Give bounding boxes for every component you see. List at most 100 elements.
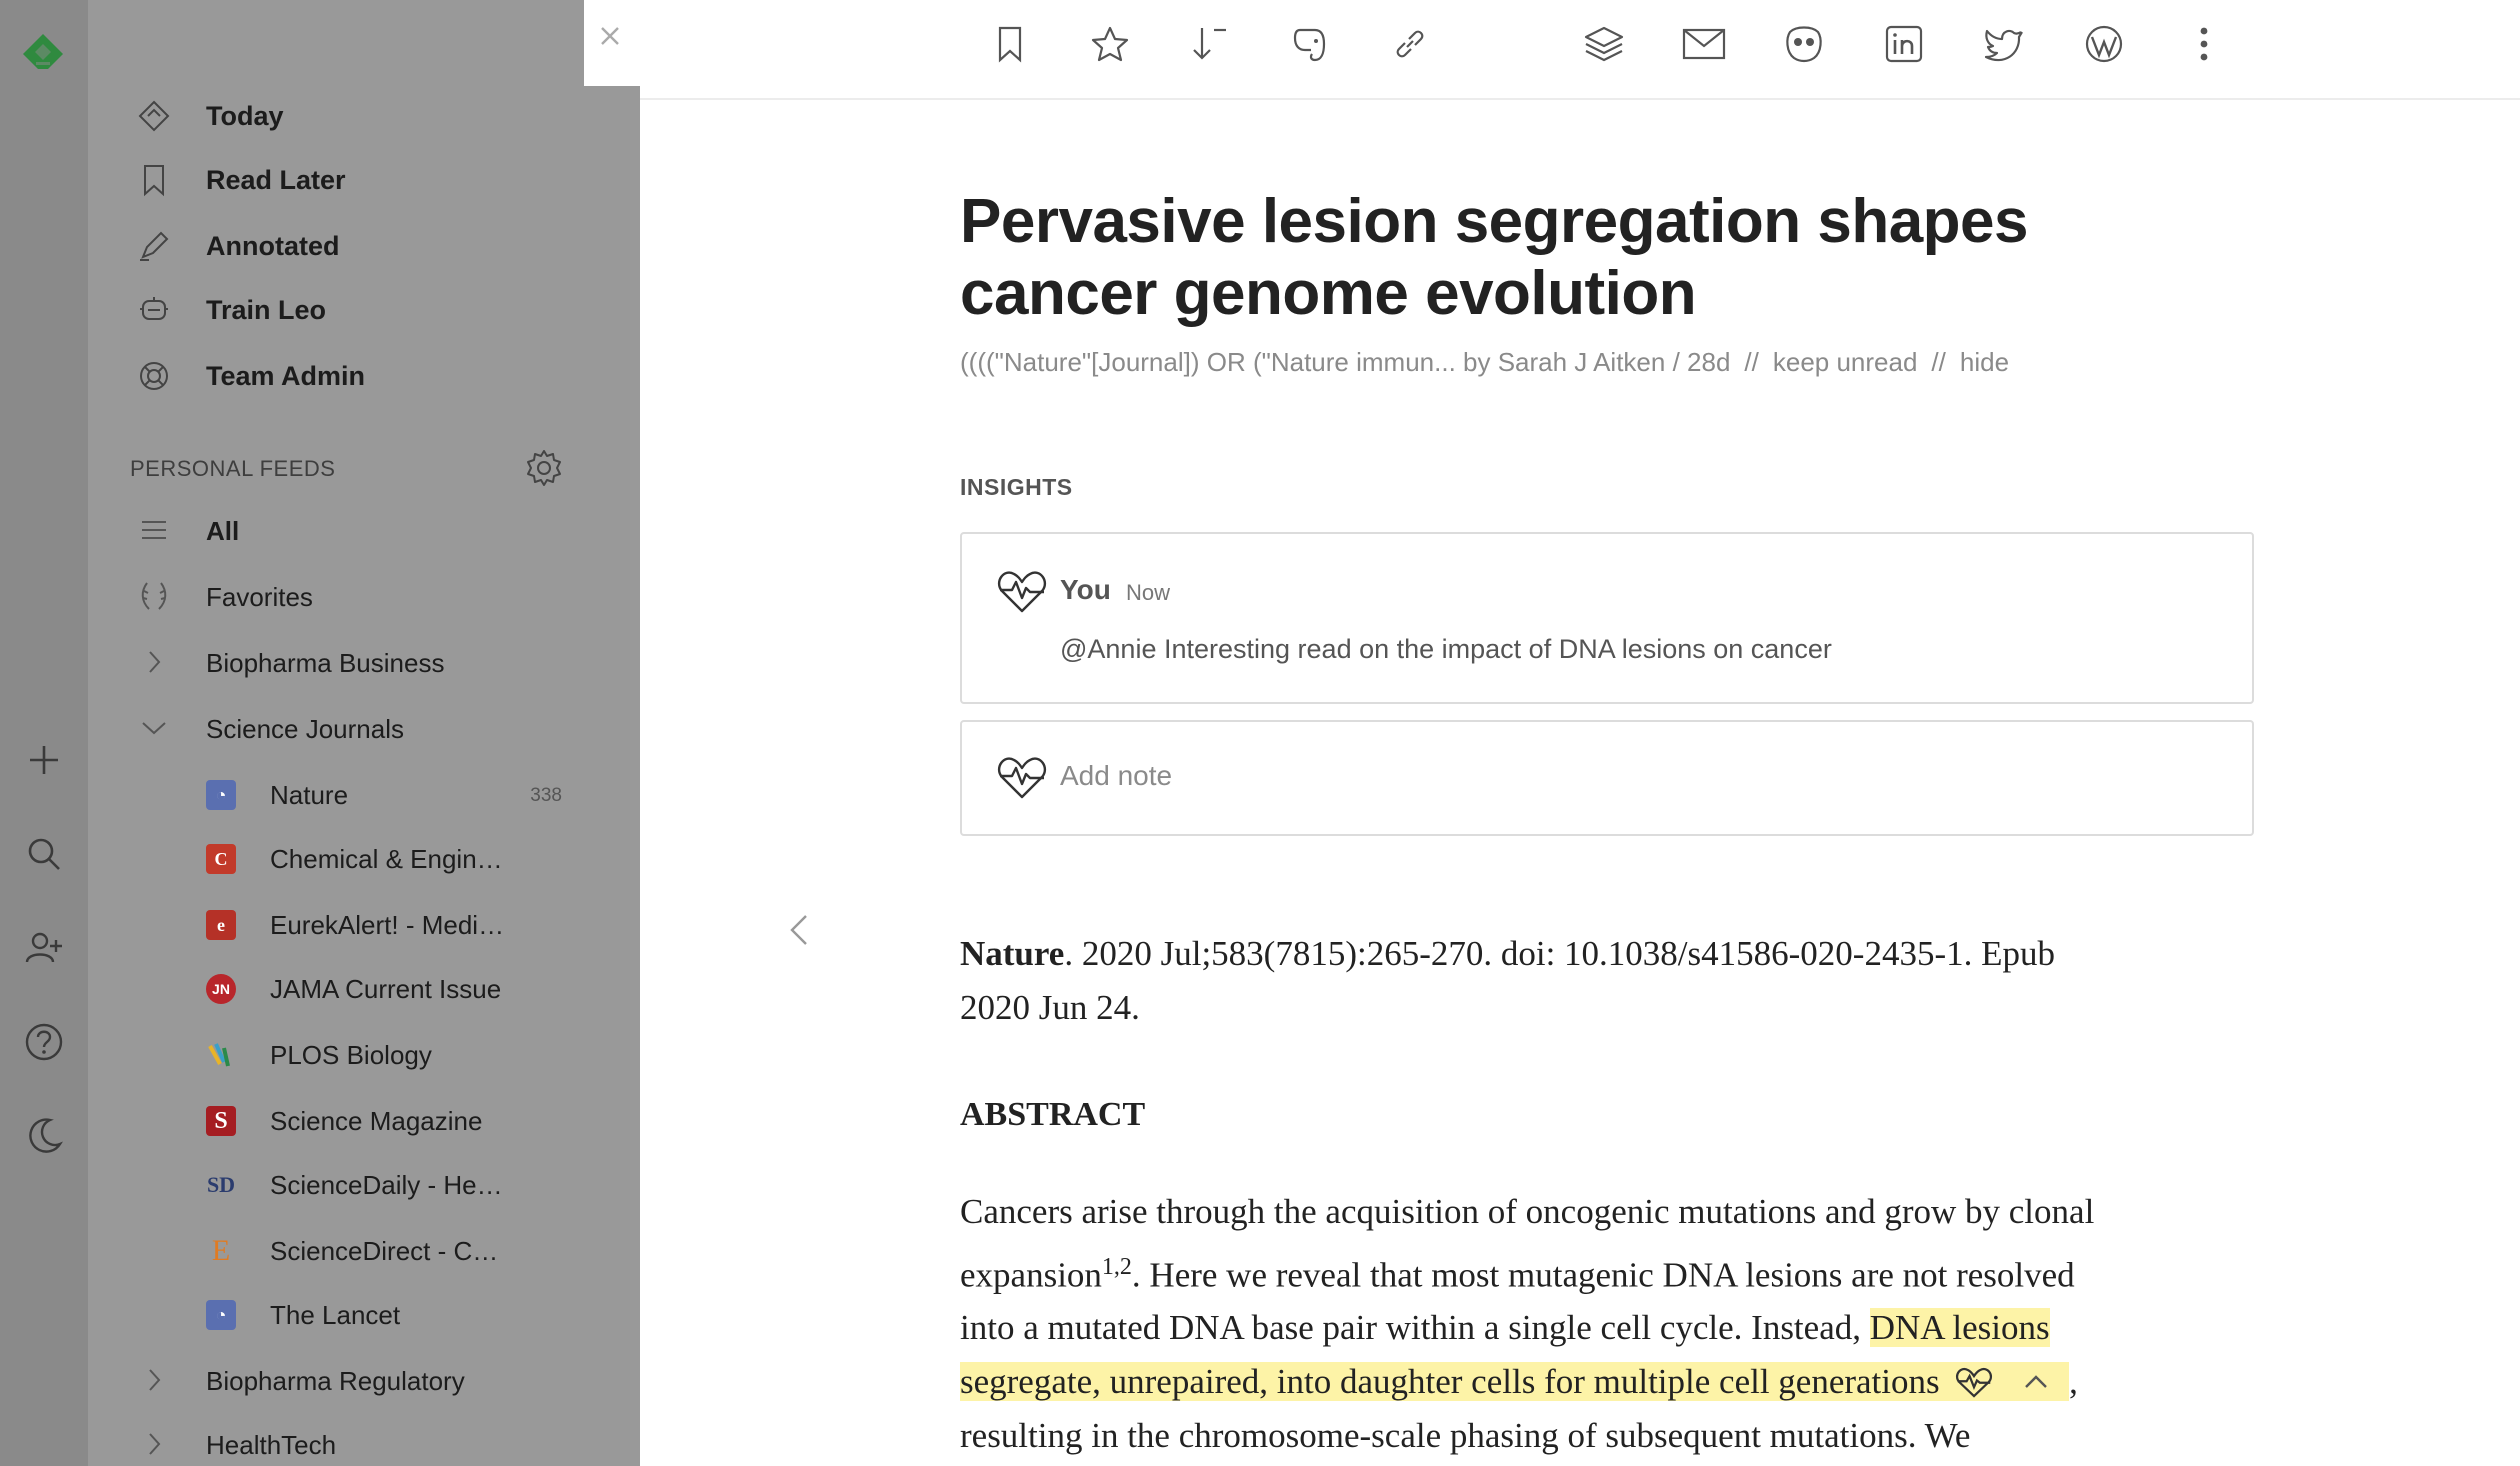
feed-science-journals[interactable]: Science Journals: [88, 700, 640, 756]
left-rail: [0, 0, 88, 1466]
feed-healthtech[interactable]: HealthTech: [88, 1416, 640, 1466]
chevron-left-icon[interactable]: [778, 908, 822, 952]
add-note-card[interactable]: Add note: [960, 720, 2254, 836]
bookmark-icon: [134, 160, 174, 200]
abstract-line: Cancers arise through the acquisition of…: [960, 1192, 2095, 1231]
mail-icon[interactable]: [1676, 16, 1732, 72]
sciencedaily-logo-icon: SD: [206, 1172, 236, 1197]
add-note-placeholder[interactable]: Add note: [1060, 760, 1173, 791]
feed-biopharma-regulatory[interactable]: Biopharma Regulatory: [88, 1352, 640, 1408]
abstract-line: segregate, unrepaired, into daughter cel…: [960, 1362, 2078, 1402]
reference-superscript[interactable]: 1,2: [1101, 1254, 1132, 1280]
chevron-down-icon[interactable]: [134, 708, 174, 748]
link-icon[interactable]: [1382, 16, 1438, 72]
article-title[interactable]: Pervasive lesion segregation shapes canc…: [960, 187, 2029, 328]
abstract-line: resulting in the chromosome-scale phasin…: [960, 1416, 1971, 1455]
close-sidebar-button[interactable]: [584, 0, 640, 86]
source-author[interactable]: (((("Nature"[Journal]) OR ("Nature immun…: [960, 347, 1731, 377]
feedly-logo-icon[interactable]: [18, 30, 68, 80]
highlighter-icon: [134, 226, 174, 266]
insights-title: INSIGHTS: [960, 474, 1073, 500]
hootsuite-icon[interactable]: [1776, 16, 1832, 72]
hide-link[interactable]: hide: [1959, 347, 2010, 377]
search-icon[interactable]: [20, 830, 68, 878]
insight-time: Now: [1126, 580, 1171, 605]
rss-icon: ◔: [206, 780, 236, 810]
personal-feeds-title: PERSONAL FEEDS: [130, 456, 336, 481]
highlight-text: segregate, unrepaired, into daughter cel…: [960, 1362, 1940, 1401]
source-nature[interactable]: ◔ Nature 338: [88, 766, 640, 822]
chevron-up-icon[interactable]: [2021, 1367, 2051, 1397]
heart-pulse-icon[interactable]: [1954, 1365, 1994, 1399]
add-icon[interactable]: [20, 736, 68, 784]
wordpress-icon[interactable]: [2076, 16, 2132, 72]
meta-separator: //: [1931, 347, 1946, 377]
insight-card[interactable]: You Now @Annie Interesting read on the i…: [960, 532, 2254, 704]
keep-unread-link[interactable]: keep unread: [1772, 347, 1918, 377]
today-icon: [134, 96, 174, 136]
feed-biopharma-regulatory-label: Biopharma Regulatory: [206, 1366, 465, 1396]
abstract-text: ,: [2069, 1362, 2078, 1401]
more-icon[interactable]: [2176, 16, 2232, 72]
source-the-lancet[interactable]: ◔ The Lancet: [88, 1286, 640, 1342]
heart-pulse-icon: [997, 571, 1047, 613]
source-label: JAMA Current Issue: [270, 974, 502, 1004]
chevron-right-icon[interactable]: [134, 1424, 174, 1464]
nav-today[interactable]: Today: [88, 88, 640, 144]
article-meta: (((("Nature"[Journal]) OR ("Nature immun…: [960, 347, 2009, 378]
feed-favorites[interactable]: Favorites: [88, 568, 640, 624]
gear-icon[interactable]: [524, 448, 564, 488]
source-label: Nature: [270, 780, 349, 810]
source-jama[interactable]: JN JAMA Current Issue: [88, 960, 640, 1016]
source-chemical-engineering[interactable]: C Chemical & Engin…: [88, 830, 640, 886]
nav-annotated-label: Annotated: [206, 230, 340, 261]
help-icon[interactable]: [20, 1018, 68, 1066]
nav-train-leo-label: Train Leo: [206, 294, 327, 325]
plos-logo-icon: [206, 1040, 236, 1070]
nav-annotated[interactable]: Annotated: [88, 218, 640, 274]
abstract-text: expansion: [960, 1255, 1102, 1295]
nav-read-later-label: Read Later: [206, 164, 346, 195]
highlight[interactable]: segregate, unrepaired, into daughter cel…: [960, 1362, 2070, 1401]
source-eurekalert[interactable]: e EurekAlert! - Medi…: [88, 896, 640, 952]
chevron-right-icon[interactable]: [134, 642, 174, 682]
source-label: EurekAlert! - Medi…: [270, 910, 505, 940]
insight-text: @Annie Interesting read on the impact of…: [1060, 634, 1832, 664]
feed-biopharma-business-label: Biopharma Business: [206, 648, 445, 678]
bookmark-icon[interactable]: [982, 16, 1038, 72]
evernote-icon[interactable]: [1282, 16, 1338, 72]
feed-biopharma-business[interactable]: Biopharma Business: [88, 634, 640, 690]
dark-mode-moon-icon[interactable]: [20, 1112, 68, 1160]
source-sciencedirect[interactable]: E ScienceDirect - C…: [88, 1222, 640, 1278]
feed-all[interactable]: All: [88, 502, 640, 558]
heart-pulse-icon: [997, 757, 1047, 799]
sort-icon[interactable]: [1182, 16, 1238, 72]
unread-count: 338: [530, 785, 562, 806]
chevron-right-icon[interactable]: [134, 1360, 174, 1400]
layers-icon[interactable]: [1576, 16, 1632, 72]
source-label: PLOS Biology: [270, 1040, 432, 1070]
highlight[interactable]: DNA lesions: [1869, 1308, 2050, 1347]
star-icon[interactable]: [1082, 16, 1138, 72]
citation-journal: Nature: [960, 934, 1065, 973]
source-label: The Lancet: [270, 1300, 401, 1330]
nav-read-later[interactable]: Read Later: [88, 152, 640, 208]
linkedin-icon[interactable]: [1876, 16, 1932, 72]
source-science-magazine[interactable]: S Science Magazine: [88, 1092, 640, 1148]
twitter-icon[interactable]: [1976, 16, 2032, 72]
meta-separator: //: [1744, 347, 1759, 377]
nav-team-admin-label: Team Admin: [206, 360, 366, 391]
add-user-icon[interactable]: [20, 924, 68, 972]
source-label: ScienceDaily - He…: [270, 1170, 503, 1200]
feed-science-journals-label: Science Journals: [206, 714, 404, 744]
science-logo-icon: S: [206, 1106, 236, 1136]
leo-robot-icon: [134, 290, 174, 330]
abstract-text: into a mutated DNA base pair within a si…: [960, 1308, 1870, 1347]
sidebar: Today Read Later Annotated Train Leo Tea…: [88, 0, 640, 1466]
source-plos-biology[interactable]: PLOS Biology: [88, 1026, 640, 1082]
nav-team-admin[interactable]: Team Admin: [88, 348, 640, 404]
nav-train-leo[interactable]: Train Leo: [88, 282, 640, 338]
source-sciencedaily[interactable]: SD ScienceDaily - He…: [88, 1156, 640, 1212]
source-label: Chemical & Engin…: [270, 844, 503, 874]
feed-favorites-label: Favorites: [206, 582, 313, 612]
